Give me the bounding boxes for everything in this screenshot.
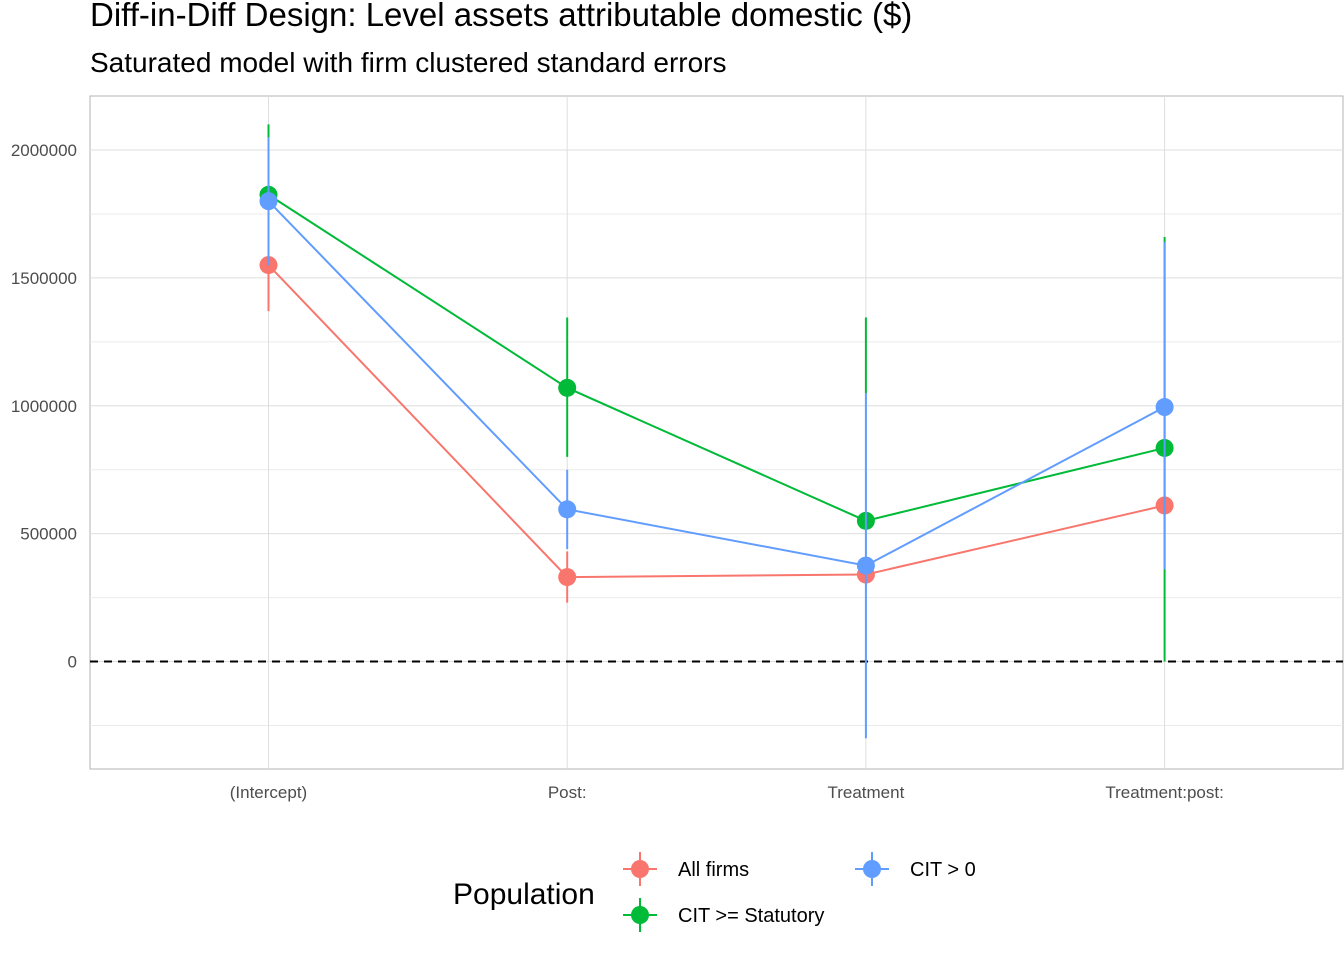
plot-panel: [89, 95, 1344, 770]
y-tick-label: 0: [68, 653, 77, 672]
x-tick-label: Post:: [548, 783, 587, 802]
legend-key: [623, 852, 657, 886]
data-point: [558, 378, 577, 397]
y-tick-label: 1000000: [11, 397, 77, 416]
series-line: [267, 200, 1166, 567]
data-point: [558, 500, 577, 519]
data-point: [1155, 398, 1174, 417]
data-point: [259, 192, 278, 211]
x-tick-label: Treatment:post:: [1105, 783, 1223, 802]
legend-label: All firms: [678, 859, 749, 881]
chart-subtitle: Saturated model with firm clustered stan…: [90, 47, 727, 78]
legend-label: CIT >= Statutory: [678, 905, 824, 927]
legend-key-point: [863, 860, 881, 878]
legend-key-point: [631, 906, 649, 924]
legend-label: CIT > 0: [910, 859, 976, 881]
series-line: [267, 193, 1165, 522]
x-tick-label: (Intercept): [230, 783, 307, 802]
legend: Population All firms CIT > 0 CIT >= Statuto…: [453, 852, 976, 932]
legend-key-point: [631, 860, 649, 878]
data-point: [856, 556, 875, 575]
series-cit-0: [259, 137, 1174, 739]
chart-title: Diff-in-Diff Design: Level assets attrib…: [90, 0, 913, 33]
series-line: [267, 264, 1165, 579]
legend-title: Population: [453, 878, 595, 911]
legend-key: [623, 898, 657, 932]
legend-key: [855, 852, 889, 886]
y-tick-label: 500000: [20, 525, 77, 544]
x-tick-label: Treatment: [827, 783, 904, 802]
y-tick-label: 2000000: [11, 141, 77, 160]
y-tick-label: 1500000: [11, 269, 77, 288]
data-point: [558, 568, 577, 587]
